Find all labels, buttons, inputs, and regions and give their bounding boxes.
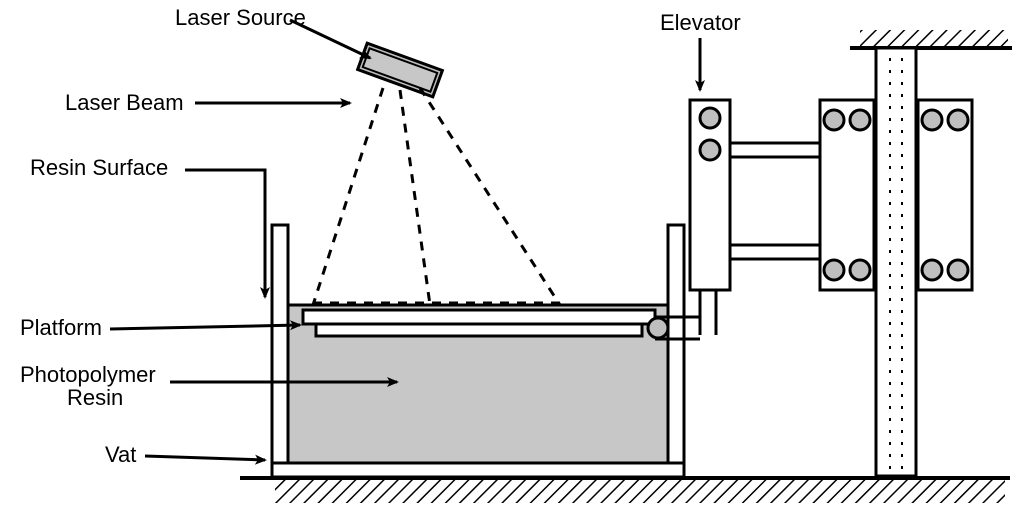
laser-beams [313, 88, 560, 305]
label-resin: Resin [67, 385, 123, 410]
elevator-carriage [690, 95, 874, 290]
laser-source [358, 43, 443, 97]
label-laser-beam: Laser Beam [65, 90, 184, 115]
sla-diagram: Laser Source Elevator Laser Beam Resin S… [0, 0, 1024, 515]
label-photopolymer: Photopolymer [20, 362, 156, 387]
label-elevator: Elevator [660, 10, 741, 35]
platform [303, 310, 655, 336]
label-platform: Platform [20, 315, 102, 340]
label-laser-source: Laser Source [175, 5, 306, 30]
vat [272, 225, 684, 477]
elevator-column [876, 48, 972, 476]
ceiling-hatch [860, 30, 1008, 48]
ground-hatch [275, 478, 1005, 503]
label-resin-surface: Resin Surface [30, 155, 168, 180]
label-vat: Vat [105, 442, 136, 467]
